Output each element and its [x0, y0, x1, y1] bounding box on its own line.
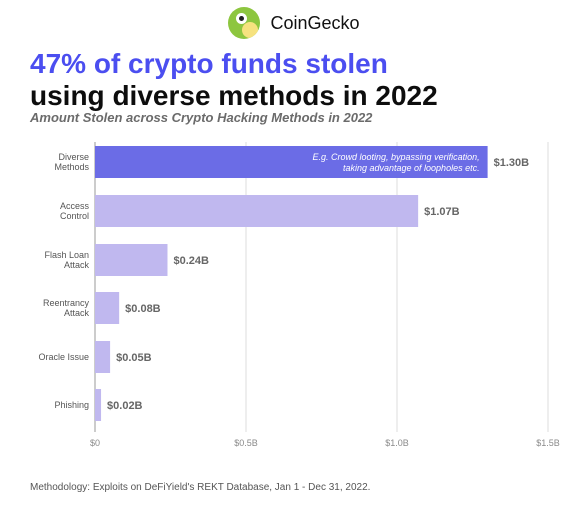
chart-subtitle: Amount Stolen across Crypto Hacking Meth… [30, 110, 373, 125]
title-line-1: 47% of crypto funds stolen [30, 48, 388, 79]
category-label: Phishing [54, 400, 89, 410]
bar-annotation: E.g. Crowd looting, bypassing verificati… [313, 152, 480, 173]
category-label: Access Control [60, 201, 90, 221]
bar [95, 341, 111, 373]
value-label: $0.08B [125, 303, 161, 315]
value-label: $0.02B [107, 400, 143, 412]
x-tick-label: $1.5B [536, 438, 560, 448]
brand-header: CoinGecko [0, 6, 588, 40]
title-line-2: using diverse methods in 2022 [30, 80, 438, 111]
x-tick-label: $0 [90, 438, 100, 448]
bar-chart: $0 $0.5B $1.0B $1.5B Diverse Methods $1.30B Acc… [38, 142, 560, 448]
bar [95, 146, 488, 178]
bar [95, 389, 102, 421]
x-tick-label: $0.5B [234, 438, 258, 448]
category-label: Flash Loan Attack [44, 250, 89, 270]
x-tick-label: $1.0B [385, 438, 409, 448]
value-label: $0.05B [116, 352, 152, 364]
value-label: $0.24B [173, 255, 209, 267]
value-label: $1.30B [494, 157, 530, 169]
value-label: $1.07B [424, 206, 460, 218]
gecko-logo-icon [228, 7, 261, 39]
category-label: Reentrancy Attack [43, 298, 90, 318]
bar [95, 292, 120, 324]
category-label: Oracle Issue [38, 352, 89, 362]
bar [95, 195, 419, 227]
brand-name: CoinGecko [270, 12, 360, 33]
bar [95, 244, 168, 276]
methodology-note: Methodology: Exploits on DeFiYield's REK… [30, 482, 371, 493]
category-label: Diverse Methods [54, 152, 89, 172]
